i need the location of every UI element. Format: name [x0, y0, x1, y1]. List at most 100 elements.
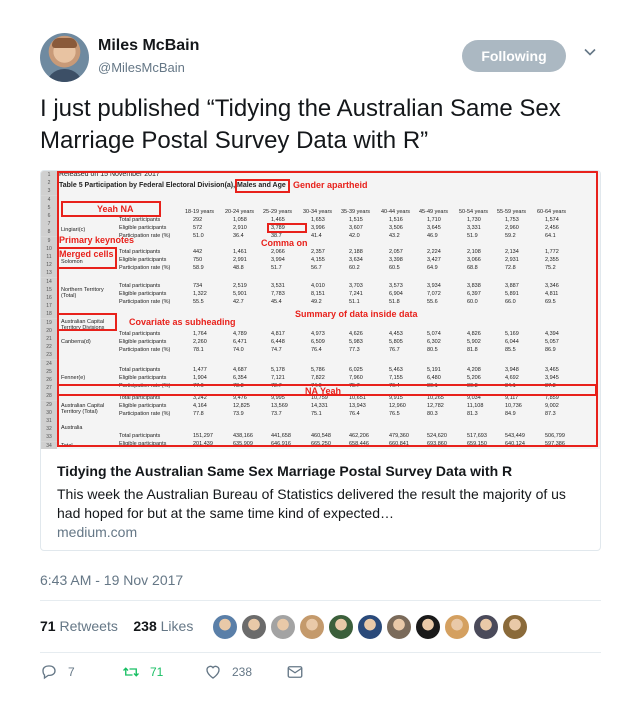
table-cell: 4,164 — [193, 403, 207, 409]
table-cell: 14,331 — [311, 403, 328, 409]
table-cell: 1,764 — [193, 331, 207, 337]
card-title[interactable]: Tidying the Australian Same Sex Marriage… — [57, 463, 513, 479]
row-label: Eligible participants — [119, 291, 167, 297]
row-label: Eligible participants — [119, 441, 167, 447]
table-cell: 64.9 — [427, 265, 438, 271]
direct-message-button[interactable] — [286, 663, 304, 681]
chevron-down-icon[interactable] — [583, 45, 597, 59]
table-cell: 1,515 — [349, 217, 363, 223]
annotation-box — [267, 223, 307, 233]
table-cell: 658,446 — [349, 441, 369, 447]
reply-icon — [42, 665, 56, 680]
column-header: 25-29 years — [263, 209, 293, 215]
liker-avatar[interactable] — [473, 614, 499, 640]
annotation-comma-on: Comma on — [261, 238, 308, 248]
table-cell: 5,891 — [505, 291, 519, 297]
table-cell: 3,427 — [427, 257, 441, 263]
table-cell: 693,860 — [427, 441, 447, 447]
row-label: Participation rate (%) — [119, 347, 171, 353]
like-button[interactable]: 238 — [204, 663, 252, 681]
following-button[interactable]: Following — [462, 40, 566, 72]
user-handle[interactable]: @MilesMcBain — [98, 60, 185, 75]
table-cell: 7,960 — [349, 375, 363, 381]
table-cell: 13,943 — [349, 403, 366, 409]
row-number: 14 — [41, 277, 57, 286]
table-cell: 2,456 — [545, 225, 559, 231]
reply-button[interactable]: 7 — [40, 663, 75, 681]
liker-avatar[interactable] — [415, 614, 441, 640]
table-cell: 9,476 — [233, 395, 247, 401]
row-number: 20 — [41, 326, 57, 335]
table-cell: 4,453 — [389, 331, 403, 337]
column-header: 45-49 years — [419, 209, 449, 215]
table-cell: 5,902 — [467, 339, 481, 345]
like-count: 238 — [232, 665, 253, 679]
table-cell: 80.5 — [427, 347, 438, 353]
table-cell: 43.2 — [389, 233, 400, 239]
table-cell: 66.0 — [505, 299, 516, 305]
table-cell: 3,066 — [467, 257, 481, 263]
column-header: 50-54 years — [459, 209, 489, 215]
row-number: 32 — [41, 425, 57, 434]
liker-avatar[interactable] — [212, 614, 238, 640]
liker-avatar[interactable] — [386, 614, 412, 640]
retweets-label[interactable]: Retweets — [59, 618, 118, 634]
likes-label[interactable]: Likes — [160, 618, 194, 634]
liker-avatar[interactable] — [444, 614, 470, 640]
likes-count[interactable]: 238 — [133, 618, 157, 634]
table-cell: 9,034 — [467, 395, 481, 401]
table-cell: 2,260 — [193, 339, 207, 345]
liker-avatar[interactable] — [502, 614, 528, 640]
region-label: Australia — [61, 425, 83, 431]
row-number: 23 — [41, 351, 57, 360]
liker-avatar[interactable] — [241, 614, 267, 640]
annotation-primary-keynotes: Primary keynotes — [59, 235, 135, 245]
row-label: Total participants — [119, 217, 161, 223]
table-cell: 2,108 — [467, 249, 481, 255]
liker-avatar[interactable] — [270, 614, 296, 640]
row-label: Total participants — [119, 283, 161, 289]
avatar[interactable] — [40, 33, 89, 82]
retweet-button[interactable]: 71 — [122, 663, 163, 681]
row-number: 6 — [41, 212, 57, 220]
table-cell: 6,302 — [427, 339, 441, 345]
table-cell: 3,634 — [349, 257, 363, 263]
table-cell: 81.8 — [467, 347, 478, 353]
retweets-count[interactable]: 71 — [40, 618, 56, 634]
table-cell: 7,783 — [271, 291, 285, 297]
user-name[interactable]: Miles McBain — [98, 37, 200, 54]
link-card[interactable]: 1 2 3 4 5 6 7 8 9 10 11 12 13 14 15 16 17 18 19 20 21 22 23 24 2… — [40, 170, 601, 551]
table-cell: 543,449 — [505, 433, 525, 439]
table-cell: 1,058 — [233, 217, 247, 223]
row-label: Eligible participants — [119, 375, 167, 381]
row-number: 26 — [41, 376, 57, 384]
table-cell: 6,448 — [271, 339, 285, 345]
table-cell: 4,626 — [349, 331, 363, 337]
table-cell: 3,607 — [349, 225, 363, 231]
row-label: Total participants — [119, 331, 161, 337]
row-label: Eligible participants — [119, 403, 167, 409]
row-number: 34 — [41, 441, 57, 449]
column-header: 35-39 years — [341, 209, 371, 215]
liker-avatar[interactable] — [328, 614, 354, 640]
row-label: Total participants — [119, 249, 161, 255]
table-cell: 524,620 — [427, 433, 447, 439]
table-cell: 73.8 — [233, 383, 244, 389]
table-cell: 51.1 — [349, 299, 360, 305]
table-cell: 42.7 — [233, 299, 244, 305]
table-cell: 73.9 — [233, 411, 244, 417]
table-cell: 41.4 — [311, 233, 322, 239]
liker-avatar[interactable] — [299, 614, 325, 640]
row-number: 11 — [41, 253, 57, 261]
liker-avatar[interactable] — [357, 614, 383, 640]
table-cell: 6,471 — [233, 339, 247, 345]
tweet-timestamp[interactable]: 6:43 AM - 19 Nov 2017 — [40, 572, 184, 588]
table-cell: 635,909 — [233, 441, 253, 447]
region-label: Lingiari(c) — [61, 227, 86, 233]
table-cell: 2,224 — [427, 249, 441, 255]
card-image: 1 2 3 4 5 6 7 8 9 10 11 12 13 14 15 16 17 18 19 20 21 22 23 24 2… — [41, 171, 600, 449]
column-header: 40-44 years — [381, 209, 411, 215]
table-cell: 5,178 — [271, 367, 285, 373]
table-cell: 5,057 — [545, 339, 559, 345]
table-cell: 6,397 — [467, 291, 481, 297]
